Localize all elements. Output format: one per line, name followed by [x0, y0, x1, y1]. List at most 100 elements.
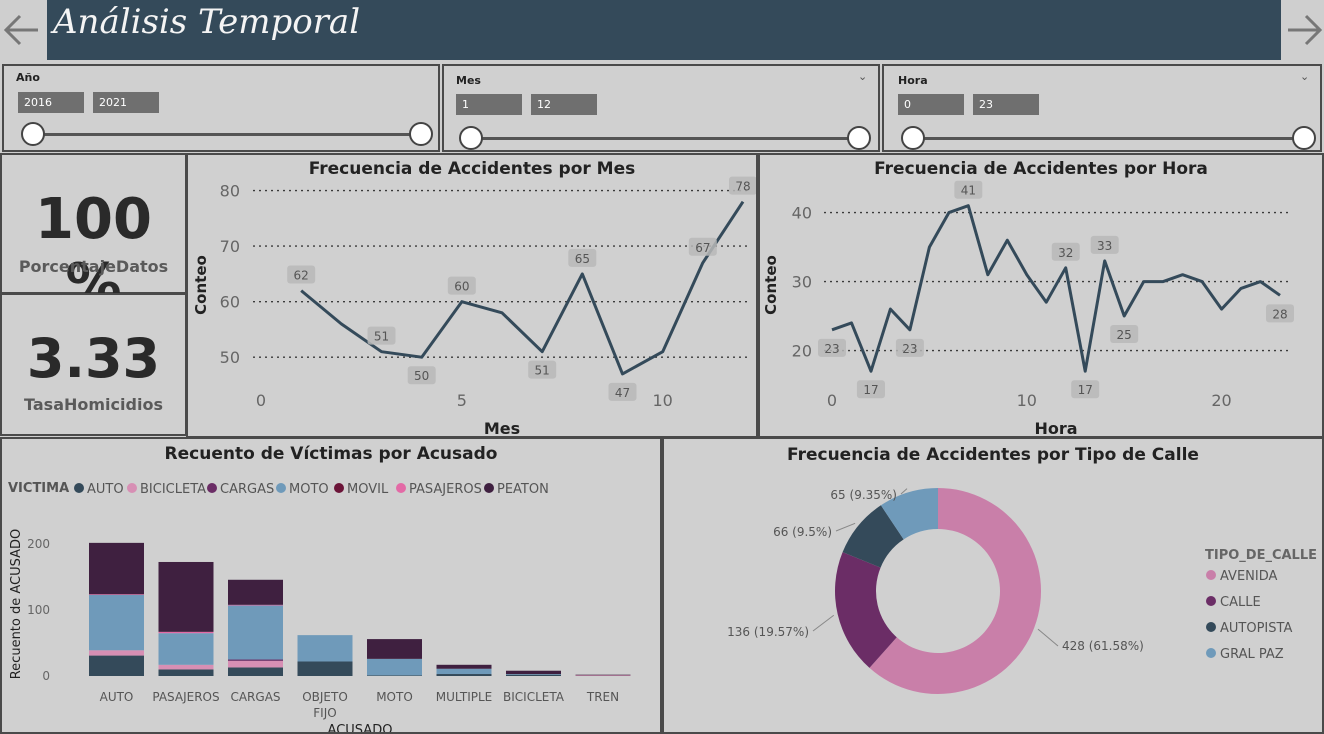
slicer-label: Mes	[456, 74, 481, 87]
bar-segment	[506, 674, 561, 676]
legend-swatch	[127, 483, 137, 493]
kpi-card-tasa: 3.33 TasaHomicidios	[0, 293, 187, 436]
data-label-bg	[1090, 235, 1119, 254]
legend-item: PEATON	[497, 482, 549, 497]
bar-segment	[575, 675, 631, 676]
x-tick-label: TREN	[586, 690, 619, 704]
slider-max-handle[interactable]	[847, 126, 871, 150]
slider-track	[912, 137, 1304, 140]
bar-segment	[506, 674, 561, 675]
bar-segment	[89, 594, 144, 651]
legend-item: GRAL PAZ	[1220, 647, 1284, 662]
kpi-label: PorcentajeDatos	[18, 257, 169, 276]
legend-swatch	[276, 483, 286, 493]
x-tick-label: 10	[652, 391, 672, 410]
data-label: 67	[695, 241, 710, 255]
chart-victimas-acusado: Recuento de Víctimas por Acusado VICTIMA…	[0, 437, 662, 734]
x-tick-label: AUTO	[100, 690, 134, 704]
chart-title: Frecuencia de Accidentes por Tipo de Cal…	[787, 445, 1199, 465]
slider-min-handle[interactable]	[21, 122, 45, 146]
y-tick-label: 20	[792, 342, 812, 361]
x-tick-label: MULTIPLE	[436, 690, 493, 704]
slider-track	[470, 137, 860, 140]
slider-track	[32, 133, 422, 136]
slicer-to-input[interactable]: 12	[531, 94, 597, 115]
y-tick-label: 100	[27, 603, 50, 617]
legend-swatch	[396, 483, 406, 493]
bar-segment	[228, 667, 283, 676]
chevron-down-icon[interactable]: ⌄	[1300, 70, 1310, 83]
data-label-bg	[688, 237, 717, 256]
slicer-to-input[interactable]: 2021	[93, 92, 159, 113]
x-axis-title: ACUSADO	[328, 723, 393, 732]
y-axis-title: Recuento de ACUSADO	[9, 529, 24, 680]
data-label: 51	[374, 330, 389, 344]
x-tick-label: 20	[1211, 391, 1231, 410]
bar-segment	[367, 658, 422, 676]
slider-min-handle[interactable]	[901, 126, 925, 150]
slider-max-handle[interactable]	[409, 122, 433, 146]
leader-line	[812, 614, 835, 632]
x-tick-label: MOTO	[376, 690, 413, 704]
back-arrow-icon[interactable]	[0, 8, 44, 52]
data-label: 428 (61.58%)	[1062, 639, 1144, 653]
y-axis-title: Conteo	[192, 255, 210, 315]
donut-slice	[869, 488, 1041, 694]
chevron-down-icon[interactable]: ⌄	[858, 70, 868, 83]
y-axis-title: Conteo	[762, 255, 780, 315]
data-label-bg	[856, 380, 885, 399]
legend-item: BICICLETA	[140, 482, 206, 497]
y-tick-label: 60	[220, 293, 240, 312]
y-tick-label: 50	[220, 348, 240, 367]
legend-swatch	[1206, 622, 1216, 632]
bar-segment	[228, 604, 283, 606]
slicer-from-input[interactable]: 1	[456, 94, 522, 115]
x-tick-label: PASAJEROS	[152, 690, 219, 704]
legend-swatch	[207, 483, 217, 493]
kpi-label: TasaHomicidios	[24, 395, 163, 414]
legend-item: AUTO	[87, 482, 124, 497]
data-label-bg	[287, 265, 316, 284]
legend-title: VICTIMA	[8, 481, 69, 496]
donut-slice	[842, 505, 904, 568]
bar-segment	[228, 579, 283, 605]
x-tick-label: CARGAS	[230, 690, 280, 704]
slicer-label: Año	[16, 71, 40, 84]
data-label-bg	[528, 360, 557, 379]
slider-max-handle[interactable]	[1292, 126, 1316, 150]
data-label-bg	[1071, 380, 1100, 399]
x-tick-label: FIJO	[313, 706, 336, 720]
slicer-to-input[interactable]: 23	[973, 94, 1039, 115]
kpi-card-porcentaje: 100 % PorcentajeDatos	[0, 153, 187, 317]
data-label-bg	[568, 248, 597, 267]
slider-min-handle[interactable]	[459, 126, 483, 150]
data-label: 78	[735, 180, 750, 194]
bar-segment	[158, 631, 214, 634]
slicer-from-input[interactable]: 2016	[18, 92, 84, 113]
bar-segment	[228, 659, 283, 661]
x-tick-label: BICICLETA	[503, 690, 565, 704]
bar-segment	[89, 650, 144, 656]
slicer-mes: Mes ⌄ 1 12	[442, 64, 880, 152]
leader-line	[835, 522, 856, 532]
legend-item: MOTO	[289, 482, 329, 497]
bar-segment	[228, 605, 283, 660]
forward-arrow-icon[interactable]	[1282, 8, 1324, 52]
series-line	[300, 200, 745, 376]
bar-segment	[367, 639, 422, 659]
slicer-from-input[interactable]: 0	[898, 94, 964, 115]
data-label-bg	[447, 276, 476, 295]
slicer-hora: Hora ⌄ 0 23	[882, 64, 1322, 152]
legend-item: CALLE	[1220, 595, 1261, 610]
data-label: 65	[575, 252, 590, 266]
data-label: 65 (9.35%)	[830, 488, 897, 502]
data-label-bg	[608, 382, 637, 401]
bar-segment	[436, 674, 492, 676]
kpi-value: 100 %	[35, 187, 152, 317]
bar-segment	[367, 675, 422, 676]
data-label: 41	[961, 184, 976, 198]
bar-segment	[158, 664, 214, 670]
data-label: 23	[902, 342, 917, 356]
legend-item: CARGAS	[220, 482, 274, 497]
x-tick-label: 10	[1017, 391, 1037, 410]
